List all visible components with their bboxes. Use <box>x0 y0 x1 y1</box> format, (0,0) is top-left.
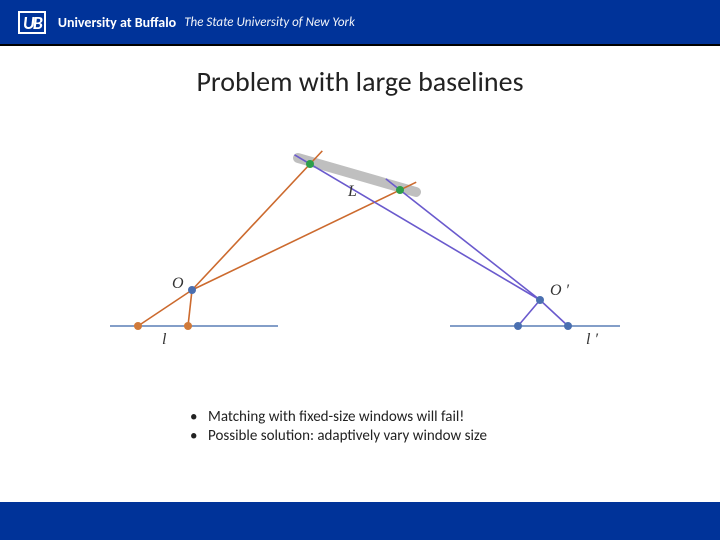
svg-text:O: O <box>172 275 184 292</box>
bullet-list: • Matching with fixed-size windows will … <box>190 408 570 446</box>
svg-text:O ′: O ′ <box>550 282 570 299</box>
university-tagline: The State University of New York <box>184 15 355 30</box>
header-underline <box>0 44 720 46</box>
slide-title: Problem with large baselines <box>0 64 720 99</box>
logo: UB <box>18 11 46 34</box>
header-bar: UB University at Buffalo The State Unive… <box>0 0 720 44</box>
diagram: O O ′ Ll l ′ <box>100 140 630 370</box>
bullet-dot-icon: • <box>190 408 208 427</box>
bullet-item: • Matching with fixed-size windows will … <box>190 408 570 427</box>
university-name: University at Buffalo <box>58 14 176 31</box>
svg-text:l ′: l ′ <box>586 331 598 348</box>
svg-text:L: L <box>347 183 357 200</box>
bullet-text: Matching with fixed-size windows will fa… <box>208 408 464 427</box>
bullet-item: • Possible solution: adaptively vary win… <box>190 427 570 446</box>
bullet-dot-icon: • <box>190 427 208 446</box>
logo-glyph: UB <box>18 11 46 34</box>
bullet-text: Possible solution: adaptively vary windo… <box>208 427 487 446</box>
footer-bar <box>0 502 720 540</box>
svg-text:l: l <box>162 331 167 348</box>
